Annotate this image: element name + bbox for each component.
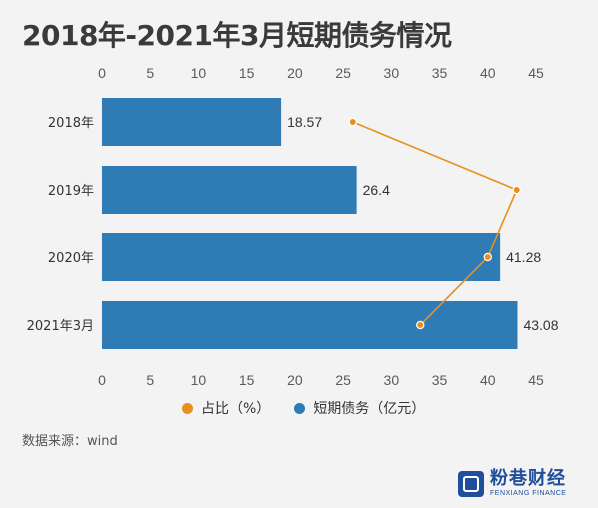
bar [102,98,282,146]
data-source: 数据来源：wind [22,434,118,449]
top-tick-label: 35 [432,65,448,81]
ratio-line [348,117,521,330]
ratio-point [512,185,521,195]
bottom-axis-ticks: 0 5 10 15 20 25 30 35 40 45 [98,372,544,388]
brand-logo: 粉巷财经 FENXIANG FINANCE [458,470,566,497]
bar-value-label: 18.57 [287,114,322,130]
legend-item-debt: 短期债务（亿元） [294,398,425,418]
category-label: 2021年3月 [27,319,94,334]
logo-icon [458,470,484,497]
top-tick-label: 0 [98,65,106,81]
legend-label-debt: 短期债务（亿元） [313,401,426,417]
bottom-tick-label: 45 [528,372,544,388]
bottom-tick-label: 25 [335,372,351,388]
top-tick-label: 10 [191,65,207,81]
logo-text-en: FENXIANG FINANCE [490,490,567,497]
top-tick-label: 30 [384,65,400,81]
legend: 占比（%） 短期债务（亿元） [182,398,425,418]
category-label: 2020年 [48,251,94,266]
bottom-tick-label: 20 [287,372,303,388]
bar [102,233,501,281]
top-tick-label: 45 [528,65,544,81]
ratio-point [416,320,425,330]
category-label: 2018年 [48,116,94,131]
bar-value-label: 43.08 [523,317,558,333]
bottom-tick-label: 15 [239,372,255,388]
chart-title: 2018年-2021年3月短期债务情况 [22,19,452,52]
ratio-line-path [352,121,518,326]
bottom-tick-label: 30 [384,372,400,388]
category-label: 2019年 [48,184,94,199]
top-tick-label: 20 [287,65,303,81]
bar [102,301,518,349]
bottom-tick-label: 40 [480,372,496,388]
top-tick-label: 40 [480,65,496,81]
category-labels: 2018年 2019年 2020年 2021年3月 [27,116,94,334]
top-axis-ticks: 0 5 10 15 20 25 30 35 40 45 [98,65,544,81]
legend-item-ratio: 占比（%） [182,398,270,418]
bottom-tick-label: 35 [432,372,448,388]
legend-dot-ratio [182,402,193,414]
ratio-point [483,252,492,262]
bottom-tick-label: 5 [146,372,154,388]
bar-value-label: 26.4 [363,182,390,198]
ratio-point [348,117,357,127]
legend-label-ratio: 占比（%） [201,401,271,417]
bottom-tick-label: 10 [191,372,207,388]
top-tick-label: 25 [335,65,351,81]
value-labels: 18.57 26.4 41.28 43.08 [287,114,559,333]
top-tick-label: 15 [239,65,255,81]
bottom-tick-label: 0 [98,372,106,388]
legend-dot-debt [294,402,306,414]
bars [102,98,518,349]
logo-text-cn: 粉巷财经 [490,468,566,489]
top-tick-label: 5 [146,65,154,81]
bar [102,166,357,214]
bar-value-label: 41.28 [506,249,541,265]
